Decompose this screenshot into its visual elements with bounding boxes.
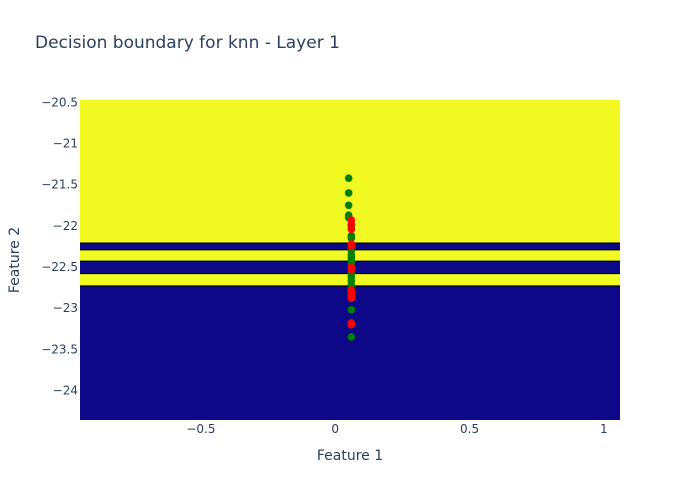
- y-tick-label: −21.5: [41, 178, 78, 192]
- data-point-green: [347, 333, 356, 341]
- x-tick-label: −0.5: [186, 422, 215, 436]
- data-point-green: [347, 234, 356, 243]
- x-axis-ticks: −0.5 0 0.5 1: [186, 422, 607, 436]
- y-tick-label: −23: [53, 301, 78, 315]
- y-tick-label: −23.5: [41, 342, 78, 356]
- y-tick-label: −22: [53, 219, 78, 233]
- data-point-red: [347, 242, 356, 251]
- y-axis-title: Feature 2: [7, 227, 23, 293]
- x-tick-label: 0.5: [460, 422, 479, 436]
- data-point-green: [347, 305, 356, 314]
- chart-title: Decision boundary for knn - Layer 1: [35, 33, 340, 53]
- data-point-green: [344, 201, 353, 210]
- data-point-green: [344, 189, 353, 197]
- data-point-red: [347, 320, 356, 329]
- y-axis-ticks: −20.5 −21 −21.5 −22 −22.5 −23 −23.5 −24: [41, 95, 78, 397]
- y-tick-label: −21: [53, 137, 78, 151]
- y-tick-label: −22.5: [41, 260, 78, 274]
- x-axis-title: Feature 1: [317, 448, 383, 464]
- data-point-red: [347, 294, 356, 303]
- y-tick-label: −20.5: [41, 95, 78, 109]
- data-point-red: [347, 225, 356, 233]
- data-points: [344, 174, 356, 341]
- region-band-navy: [80, 285, 620, 420]
- y-tick-label: −24: [53, 383, 78, 397]
- data-point-red: [347, 265, 356, 274]
- x-tick-label: 0: [331, 422, 339, 436]
- data-point-green: [344, 174, 353, 182]
- x-tick-label: 1: [600, 422, 608, 436]
